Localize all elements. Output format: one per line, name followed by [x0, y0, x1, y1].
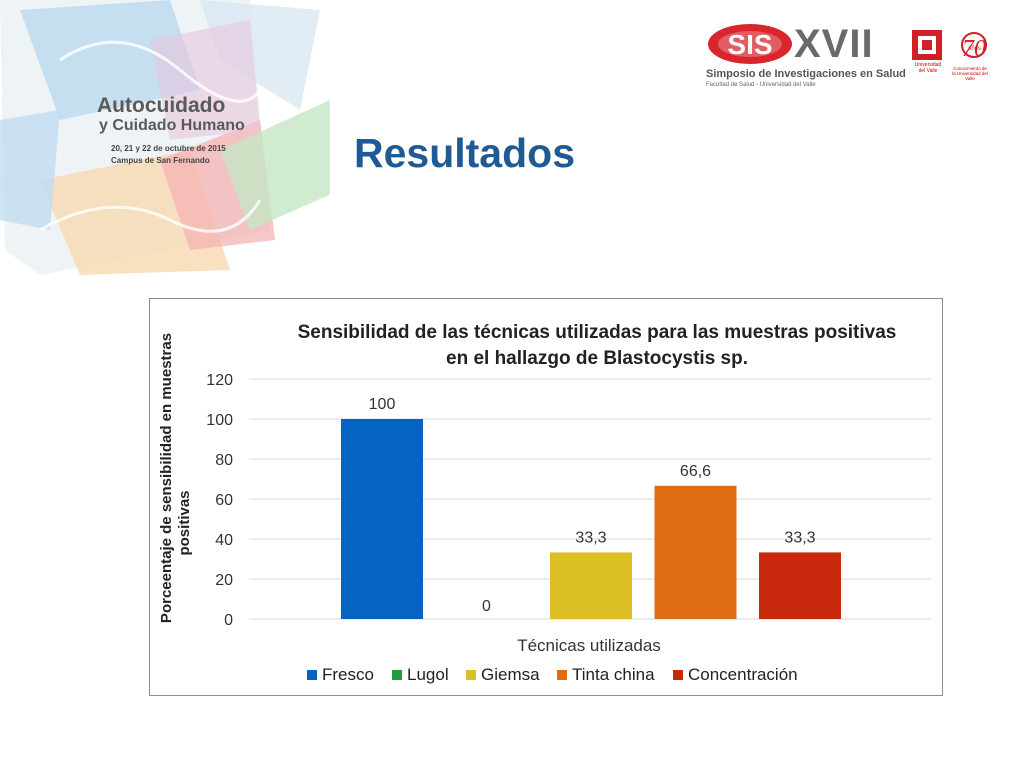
- sis-mark-icon: SIS: [708, 24, 792, 64]
- poster-title: Autocuidado: [97, 94, 226, 117]
- legend-label: Giemsa: [481, 665, 540, 684]
- legend-swatch: [392, 670, 402, 680]
- seventy-number: 70: [962, 36, 986, 62]
- data-label: 33,3: [575, 529, 606, 546]
- legend-swatch: [673, 670, 683, 680]
- data-label: 66,6: [680, 463, 711, 480]
- y-tick-label: 20: [215, 572, 233, 589]
- univalle-name: Universidad del Valle: [914, 62, 942, 74]
- bars: [341, 419, 841, 619]
- sis-name: Simposio de Investigaciones en Salud: [706, 68, 906, 80]
- legend-label: Lugol: [407, 665, 449, 684]
- bar-concentración: [759, 552, 841, 619]
- legend-item: Fresco: [307, 664, 374, 686]
- poster-artwork: [0, 0, 340, 275]
- univalle-logo: Universidad del Valle: [912, 30, 942, 78]
- chart-title: Sensibilidad de las técnicas utilizadas …: [298, 322, 897, 343]
- bar-fresco: [341, 419, 423, 619]
- x-axis-label: Técnicas utilizadas: [517, 636, 661, 655]
- y-tick-label: 60: [215, 492, 233, 509]
- sis-mark-text: SIS: [727, 29, 772, 60]
- legend-item: Tinta china: [557, 664, 655, 686]
- y-axis-label-line2: positivas: [176, 490, 193, 555]
- y-tick-label: 0: [224, 612, 233, 629]
- seventy-unit: años: [968, 46, 981, 52]
- y-tick-label: 100: [206, 412, 233, 429]
- legend-item: Lugol: [392, 664, 449, 686]
- legend-label: Tinta china: [572, 665, 655, 684]
- y-tick-label: 80: [215, 452, 233, 469]
- y-axis-label: Porceentaje de sensibilidad en muestras: [158, 333, 175, 623]
- poster-subtitle: y Cuidado Humano: [99, 117, 245, 134]
- legend-label: Concentración: [688, 665, 798, 684]
- y-tick-label: 120: [206, 372, 233, 389]
- chart-title-line2: en el hallazgo de Blastocystis sp.: [446, 348, 748, 369]
- data-label: 33,3: [784, 529, 815, 546]
- seventy-years-logo: 70 años Conocimiento de la Universidad d…: [952, 30, 988, 81]
- slide-title: Resultados: [354, 130, 575, 176]
- seventy-years-icon: 70 años: [961, 32, 987, 62]
- univalle-shield-icon: [912, 30, 942, 60]
- y-tick-labels: 0 20 40 60 80 100 120: [206, 372, 233, 629]
- bar-giemsa: [550, 552, 632, 619]
- legend-item: Concentración: [673, 664, 798, 686]
- data-label: 0: [482, 598, 491, 615]
- data-label: 100: [369, 396, 396, 413]
- sis-roman-numeral: XVII: [794, 22, 874, 66]
- legend-swatch: [307, 670, 317, 680]
- y-tick-label: 40: [215, 532, 233, 549]
- sis-logo: SIS XVII Simposio de Investigaciones en …: [706, 18, 906, 93]
- poster-campus: Campus de San Fernando: [111, 156, 210, 165]
- chart-frame: [149, 298, 943, 696]
- legend-swatch: [466, 670, 476, 680]
- legend-item: Giemsa: [466, 664, 540, 686]
- data-labels: 100 0 33,3 66,6 33,3: [369, 396, 816, 615]
- event-poster: Autocuidado y Cuidado Humano 20, 21 y 22…: [0, 0, 340, 285]
- legend-label: Fresco: [322, 665, 374, 684]
- seventy-caption: Conocimiento de la Universidad del Valle: [952, 66, 988, 81]
- poster-dates: 20, 21 y 22 de octubre de 2015: [111, 144, 226, 153]
- sis-faculty: Facultad de Salud - Universidad del Vall…: [706, 82, 816, 88]
- legend-swatch: [557, 670, 567, 680]
- bar-chart: Sensibilidad de las técnicas utilizadas …: [158, 322, 931, 655]
- bar-tinta-china: [654, 485, 737, 619]
